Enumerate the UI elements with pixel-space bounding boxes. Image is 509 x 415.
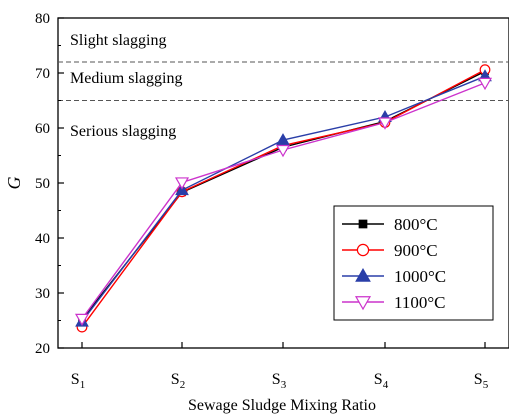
legend-item: 1000°C	[342, 267, 446, 286]
x-tick-label: S1	[71, 371, 85, 391]
legend-item: 900°C	[342, 241, 438, 260]
y-tick-label: 20	[35, 341, 50, 357]
x-tick-label: S3	[272, 371, 287, 391]
x-axis: S1 S2 S3 S4 S5	[71, 342, 489, 391]
legend-marker	[356, 243, 370, 257]
x-tick-label-base: S	[474, 371, 483, 388]
annotation-medium-slagging: Medium slagging	[70, 70, 182, 87]
y-tick-label: 70	[35, 66, 50, 82]
legend-marker	[355, 267, 371, 282]
threshold-lines	[58, 61, 509, 101]
x-tick-label-subscript: 4	[383, 379, 389, 391]
x-tick-label-subscript: 1	[80, 379, 86, 391]
series-1100°C	[74, 77, 493, 327]
annotation-serious-slagging: Serious slagging	[70, 123, 176, 140]
data-point	[174, 177, 190, 190]
data-point	[74, 313, 90, 327]
zone-annotations: Slight slagging Medium slagging Serious …	[70, 32, 182, 140]
x-tick-label-base: S	[171, 371, 180, 388]
data-point	[275, 144, 291, 158]
x-tick-label-subscript: 2	[180, 379, 186, 391]
y-tick-label: 60	[35, 121, 50, 137]
legend-marker	[354, 296, 372, 311]
x-tick-label-base: S	[272, 371, 281, 388]
y-tick-label: 50	[35, 176, 50, 192]
legend-label: 1100°C	[394, 293, 446, 312]
legend-label: 1000°C	[394, 267, 446, 286]
y-axis-label: G	[4, 177, 24, 190]
data-point	[276, 133, 290, 146]
x-tick-label-subscript: 5	[483, 379, 489, 391]
legend-item: 800°C	[342, 215, 438, 234]
legend: 800°C 900°C 1000°C 1100°C	[333, 205, 494, 321]
x-tick-label: S4	[374, 371, 389, 391]
annotation-slight-slagging: Slight slagging	[70, 32, 166, 49]
data-point	[377, 117, 393, 130]
y-tick-label: 40	[35, 231, 50, 247]
y-tick-label: 80	[35, 11, 50, 27]
x-tick-label-base: S	[374, 371, 383, 388]
x-tick-label-base: S	[71, 371, 80, 388]
y-axis: 20 30 40 50 60 70 80	[35, 11, 64, 357]
legend-item: 1100°C	[342, 293, 446, 312]
legend-label: 900°C	[394, 241, 438, 260]
data-point	[477, 77, 493, 91]
legend-marker	[358, 219, 368, 229]
x-axis-label: Sewage Sludge Mixing Ratio	[188, 397, 376, 414]
x-tick-label: S2	[171, 371, 185, 391]
x-tick-label-subscript: 3	[281, 379, 287, 391]
y-tick-label: 30	[35, 286, 50, 302]
data-series	[74, 64, 493, 333]
legend-label: 800°C	[394, 215, 438, 234]
x-tick-label: S5	[474, 371, 489, 391]
